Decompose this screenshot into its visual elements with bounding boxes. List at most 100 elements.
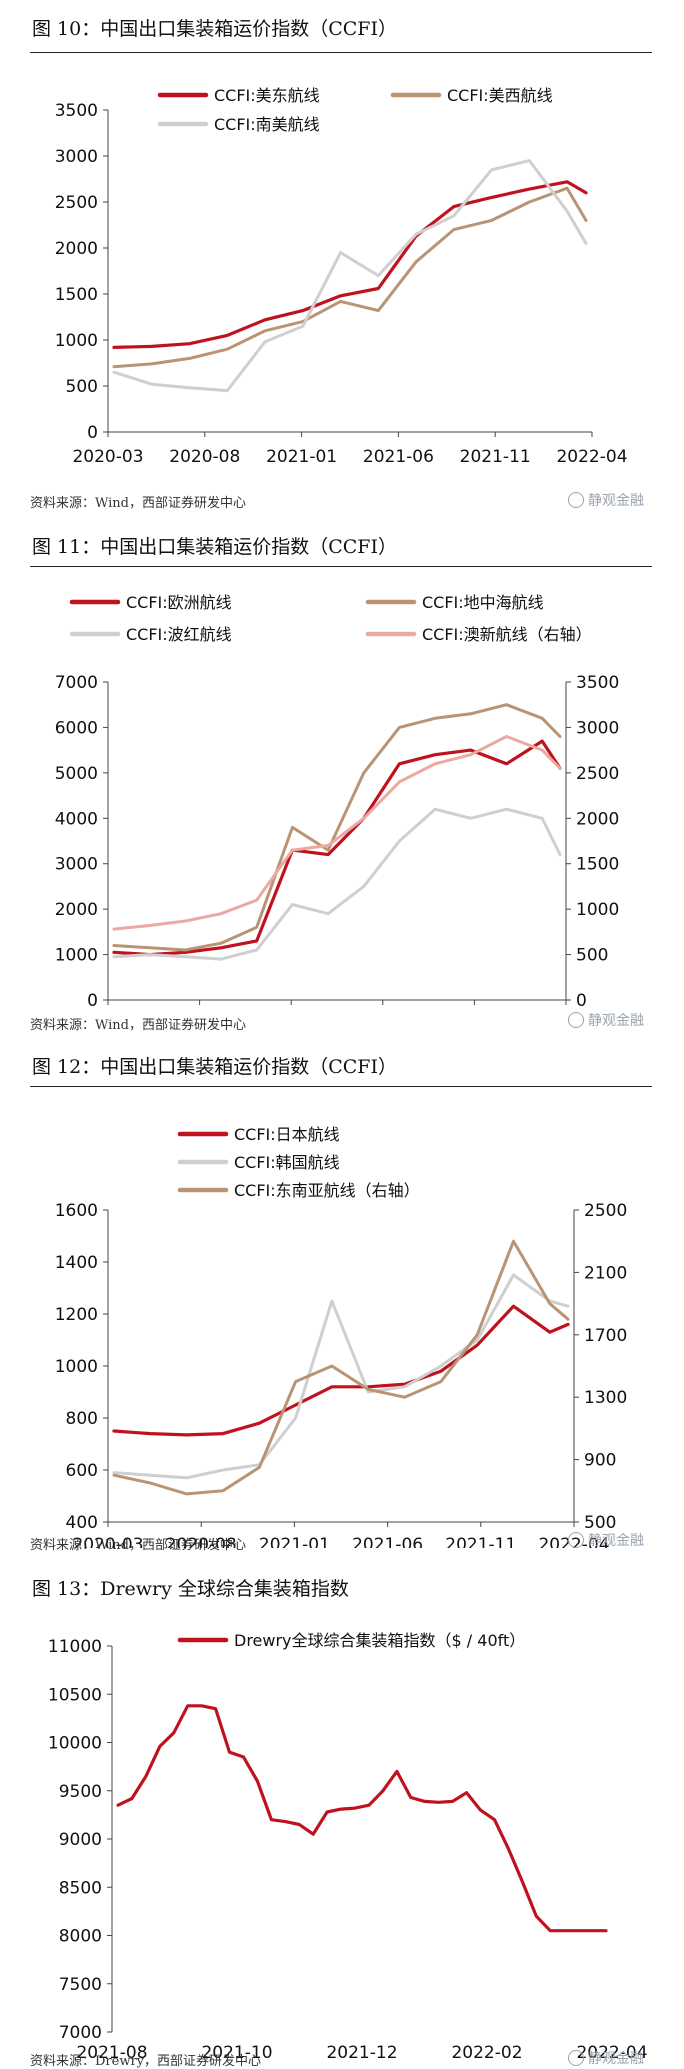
y2-tick-label: 3500: [576, 673, 619, 693]
y2-tick-label: 2000: [576, 809, 619, 829]
y-tick-label: 1200: [55, 1305, 98, 1325]
y2-tick-label: 500: [584, 1513, 616, 1533]
figure-title: 图 13：Drewry 全球综合集装箱指数: [32, 1578, 349, 1600]
series-line-2: [112, 1273, 570, 1480]
brand-watermark: 静观金融: [568, 490, 644, 510]
y2-tick-label: 3000: [576, 718, 619, 738]
y-tick-label: 600: [66, 1461, 98, 1481]
x-tick-label: 2020-03: [72, 447, 143, 467]
series-line-2: [112, 703, 562, 952]
y2-tick-label: 1000: [576, 900, 619, 920]
y-tick-label: 3000: [55, 147, 98, 167]
legend-label: CCFI:波红航线: [126, 625, 232, 644]
y-tick-label: 8000: [59, 1927, 102, 1947]
x-tick-label: 2021-01: [266, 447, 337, 467]
y2-tick-label: 1500: [576, 855, 619, 875]
figure-title: 图 11：中国出口集装箱运价指数（CCFI）: [32, 536, 397, 558]
y-tick-label: 11000: [48, 1637, 102, 1657]
series-line-3: [112, 1239, 570, 1496]
chart-10: 0 500 1000 1500 2000 2500 3000 3500 2020-03 2020-…: [55, 86, 628, 467]
x-tick-label: 2021-10: [201, 2043, 272, 2062]
x-tick-label: 2021-11: [460, 447, 531, 467]
x-tick-label: 2021-08: [76, 2043, 147, 2062]
series-line-1: [112, 739, 562, 957]
y2-tick-label: 2100: [584, 1263, 627, 1283]
y-tick-label: 1600: [55, 1201, 98, 1221]
y-tick-label: 500: [66, 377, 98, 397]
y-tick-label: 7000: [59, 2023, 102, 2043]
brand-logo-icon: [568, 1532, 584, 1548]
y-tick-label: 800: [66, 1409, 98, 1429]
x-tick-label: 2020-03: [72, 1535, 143, 1548]
y-tick-label: 0: [87, 423, 98, 443]
title-rule: [30, 1086, 652, 1087]
y-tick-label: 10500: [48, 1685, 102, 1705]
x-tick-label: 2022-04: [576, 2043, 647, 2062]
y-tick-label: 1000: [55, 331, 98, 351]
x-tick-label: 2021-01: [259, 1535, 330, 1548]
legend-label: CCFI:南美航线: [214, 115, 320, 134]
y-tick-label: 2500: [55, 193, 98, 213]
legend-label: Drewry全球综合集装箱指数（$ / 40ft）: [234, 1631, 525, 1650]
x-tick-label: 2021-12: [326, 2043, 397, 2062]
series-line-1: [112, 180, 588, 349]
brand-watermark: 静观金融: [568, 1530, 644, 1550]
legend-label: CCFI:东南亚航线（右轴）: [234, 1181, 420, 1200]
legend-label: CCFI:地中海航线: [422, 593, 544, 612]
title-rule: [30, 52, 652, 53]
legend-label: CCFI:美东航线: [214, 86, 320, 105]
chart-12: 400 600 800 1000 1200 1400 1600 500 900 1300 1700 2…: [55, 1125, 628, 1548]
y-tick-label: 2000: [55, 239, 98, 259]
legend-label: CCFI:日本航线: [234, 1125, 340, 1144]
brand-logo-icon: [568, 2050, 584, 2066]
series-line-2: [112, 186, 588, 369]
source-note: 资料来源：Wind，西部证券研发中心: [30, 496, 246, 511]
y-tick-label: 4000: [55, 809, 98, 829]
y-tick-label: 9500: [59, 1782, 102, 1802]
y-tick-label: 8500: [59, 1878, 102, 1898]
y-tick-label: 1400: [55, 1253, 98, 1273]
legend-label: CCFI:澳新航线（右轴）: [422, 625, 592, 644]
y-tick-label: 400: [66, 1513, 98, 1533]
legend-label: CCFI:欧洲航线: [126, 593, 232, 612]
brand-logo-icon: [568, 492, 584, 508]
y2-tick-label: 500: [576, 946, 608, 966]
x-tick-label: 2021-06: [363, 447, 434, 467]
legend-label: CCFI:韩国航线: [234, 1153, 340, 1172]
y-tick-label: 7000: [55, 673, 98, 693]
x-tick-label: 2020-08: [166, 1535, 237, 1548]
title-rule: [30, 566, 652, 567]
figure-11: 图 11：中国出口集装箱运价指数（CCFI） 0 1000 2000 3000 4000…: [0, 520, 684, 1040]
source-note: 资料来源：Wind，西部证券研发中心: [30, 1018, 246, 1033]
series-line-4: [112, 735, 562, 931]
y-tick-label: 1000: [55, 946, 98, 966]
y-tick-label: 1000: [55, 1357, 98, 1377]
y2-tick-label: 900: [584, 1451, 616, 1471]
y2-tick-label: 2500: [584, 1201, 627, 1221]
y-tick-label: 9000: [59, 1830, 102, 1850]
chart-13: 7000 7500 8000 8500 9000 9500 10000 10500 11000 2…: [48, 1631, 648, 2062]
figure-title: 图 12：中国出口集装箱运价指数（CCFI）: [32, 1056, 397, 1078]
figure-10: 图 10：中国出口集装箱运价指数（CCFI） 0 500 1000 1500 2000 2…: [0, 0, 684, 520]
y-tick-label: 0: [87, 991, 98, 1011]
legend-label: CCFI:美西航线: [447, 86, 553, 105]
y-tick-label: 2000: [55, 900, 98, 920]
y-tick-label: 7500: [59, 1975, 102, 1995]
series-line-3: [112, 807, 562, 961]
y2-tick-label: 1700: [584, 1326, 627, 1346]
x-tick-label: 2022-04: [556, 447, 627, 467]
x-tick-label: 2021-11: [445, 1535, 516, 1548]
y-tick-label: 6000: [55, 718, 98, 738]
y2-tick-label: 1300: [584, 1388, 627, 1408]
series-line-1: [116, 1704, 608, 1933]
y-tick-label: 3500: [55, 101, 98, 121]
y-tick-label: 1500: [55, 285, 98, 305]
figure-13: 图 13：Drewry 全球综合集装箱指数 7000 7500 8000 8500 90…: [0, 1560, 684, 2069]
x-tick-label: 2022-02: [451, 2043, 522, 2062]
y2-tick-label: 0: [576, 991, 587, 1011]
y-tick-label: 3000: [55, 855, 98, 875]
source-note: 资料来源：Drewry，西部证券研发中心: [30, 2054, 262, 2069]
y-tick-label: 5000: [55, 764, 98, 784]
figure-title: 图 10：中国出口集装箱运价指数（CCFI）: [32, 18, 397, 40]
brand-watermark: 静观金融: [568, 2048, 644, 2068]
